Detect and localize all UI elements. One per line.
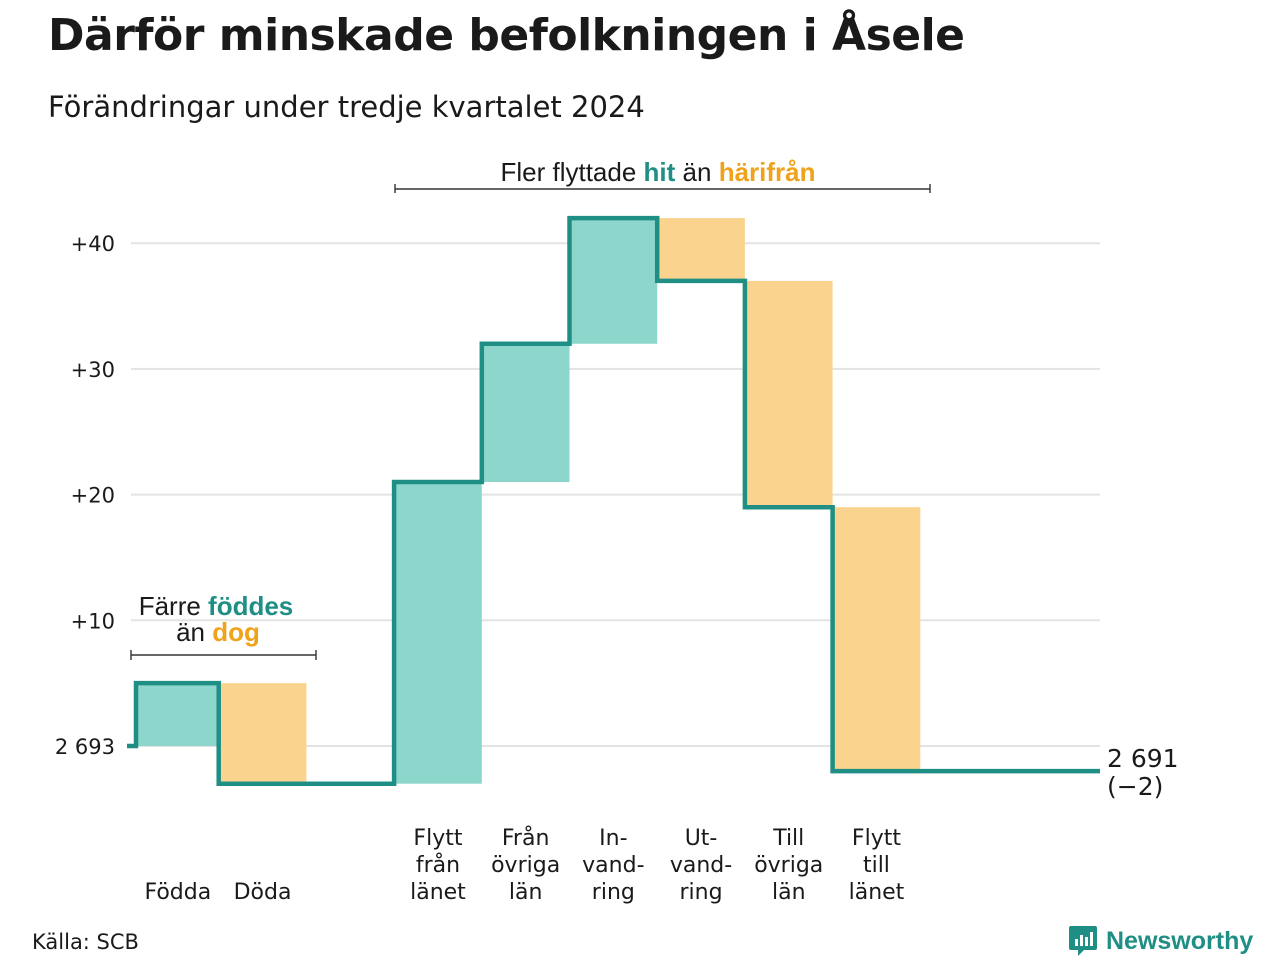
migration-bracket <box>394 184 931 193</box>
bar-4 <box>481 343 570 483</box>
newsworthy-logo-text: Newsworthy <box>1106 926 1254 955</box>
end-change-label: (−2) <box>1107 772 1163 801</box>
category-label: Till <box>772 826 804 851</box>
bar-0 <box>136 683 219 746</box>
category-label: In- <box>599 826 627 851</box>
category-label: övriga <box>754 853 823 878</box>
category-label: Flytt <box>413 826 462 851</box>
migration-annotation: Fler flyttade hit än härifrån <box>394 157 931 193</box>
bar-8 <box>832 507 921 772</box>
category-label: övriga <box>491 853 560 878</box>
category-label: ring <box>680 880 723 905</box>
category-label: från <box>416 852 460 878</box>
category-label: Flytt <box>852 826 901 851</box>
category-label: län <box>772 880 806 905</box>
bar-1 <box>218 683 307 784</box>
newsworthy-logo: Newsworthy <box>1068 924 1253 958</box>
bar-5 <box>569 218 658 344</box>
newsworthy-logo-icon <box>1069 926 1097 956</box>
category-label: ring <box>592 880 635 905</box>
bars <box>136 218 921 784</box>
category-label: län <box>509 880 543 905</box>
category-label: länet <box>849 880 905 905</box>
births-annotation-line1: Färre föddes <box>139 591 294 621</box>
births-annotation: Färre föddes än dog <box>130 591 317 660</box>
y-tick-label: +10 <box>71 609 115 633</box>
source-note: Källa: SCB <box>32 930 139 954</box>
category-label: till <box>863 853 890 878</box>
page-subtitle: Förändringar under tredje kvartalet 2024 <box>48 90 645 124</box>
category-label: vand- <box>582 853 644 878</box>
end-value-label: 2 691 <box>1107 744 1179 773</box>
category-label: länet <box>410 880 466 905</box>
bar-6 <box>657 218 745 281</box>
category-label: vand- <box>670 853 732 878</box>
start-value-label: 2 693 <box>55 735 115 759</box>
page-title: Därför minskade befolkningen i Åsele <box>48 10 965 61</box>
bar-7 <box>744 280 833 508</box>
y-tick-label: +20 <box>71 484 115 508</box>
category-label: Döda <box>234 880 292 905</box>
bar-3 <box>394 482 482 784</box>
migration-annotation-text: Fler flyttade hit än härifrån <box>500 157 815 187</box>
cumulative-step-line <box>127 215 1100 786</box>
births-bracket <box>130 650 317 660</box>
category-label: Ut- <box>685 826 718 851</box>
y-tick-label: +40 <box>71 232 115 256</box>
births-annotation-line2: än dog <box>176 617 260 647</box>
step-line <box>127 215 1100 786</box>
category-label: Födda <box>144 880 211 905</box>
y-tick-label: +30 <box>71 358 115 382</box>
category-label: Från <box>502 825 550 851</box>
